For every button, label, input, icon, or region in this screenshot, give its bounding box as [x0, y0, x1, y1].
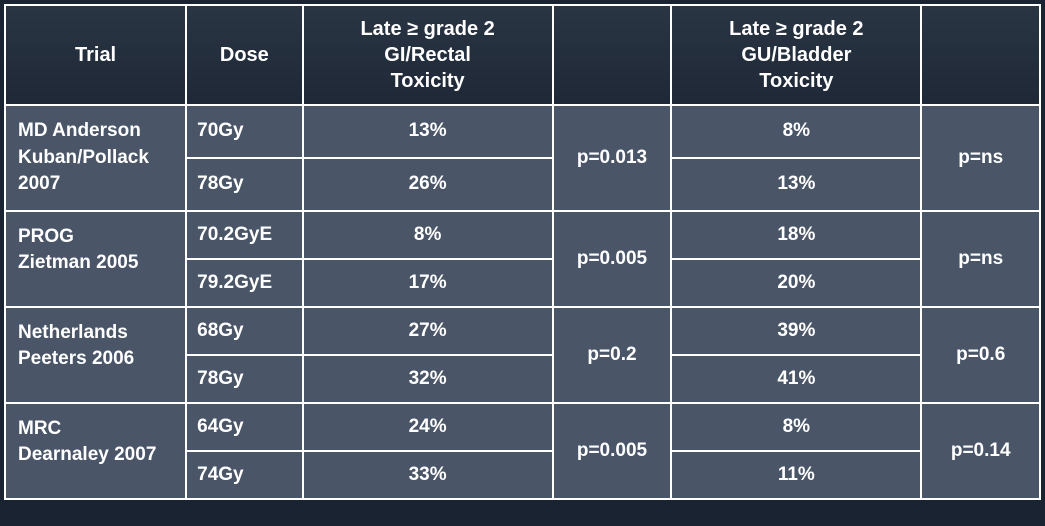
dose-cell: 70Gy — [186, 105, 302, 158]
header-p-gi — [553, 5, 672, 105]
p-value-gi-cell: p=0.005 — [553, 211, 672, 307]
header-gu-toxicity: Late ≥ grade 2 GU/Bladder Toxicity — [671, 5, 921, 105]
p-value-gu-cell: p=0.14 — [921, 403, 1040, 499]
table-row: MD AndersonKuban/Pollack 200770Gy13%p=0.… — [5, 105, 1040, 158]
dose-cell: 70.2GyE — [186, 211, 302, 259]
p-value-gi-cell: p=0.005 — [553, 403, 672, 499]
gi-toxicity-cell: 26% — [303, 158, 553, 211]
gu-toxicity-cell: 41% — [671, 355, 921, 403]
gu-toxicity-cell: 13% — [671, 158, 921, 211]
gu-toxicity-cell: 39% — [671, 307, 921, 355]
header-dose: Dose — [186, 5, 302, 105]
table-body: MD AndersonKuban/Pollack 200770Gy13%p=0.… — [5, 105, 1040, 499]
p-value-gu-cell: p=ns — [921, 211, 1040, 307]
gi-toxicity-cell: 13% — [303, 105, 553, 158]
table-header: Trial Dose Late ≥ grade 2 GI/Rectal Toxi… — [5, 5, 1040, 105]
p-value-gi-cell: p=0.2 — [553, 307, 672, 403]
header-gi-toxicity: Late ≥ grade 2 GI/Rectal Toxicity — [303, 5, 553, 105]
gu-toxicity-cell: 8% — [671, 105, 921, 158]
p-value-gu-cell: p=0.6 — [921, 307, 1040, 403]
gi-toxicity-cell: 33% — [303, 451, 553, 499]
trial-name-cell: NetherlandsPeeters 2006 — [5, 307, 186, 403]
gi-toxicity-cell: 27% — [303, 307, 553, 355]
p-value-gi-cell: p=0.013 — [553, 105, 672, 211]
header-p-gu — [921, 5, 1040, 105]
header-trial: Trial — [5, 5, 186, 105]
gu-toxicity-cell: 11% — [671, 451, 921, 499]
dose-cell: 68Gy — [186, 307, 302, 355]
dose-cell: 79.2GyE — [186, 259, 302, 307]
dose-cell: 74Gy — [186, 451, 302, 499]
gi-toxicity-cell: 8% — [303, 211, 553, 259]
gi-toxicity-cell: 24% — [303, 403, 553, 451]
dose-cell: 78Gy — [186, 158, 302, 211]
trial-name-cell: MD AndersonKuban/Pollack 2007 — [5, 105, 186, 211]
dose-cell: 64Gy — [186, 403, 302, 451]
table-row: MRCDearnaley 200764Gy24%p=0.0058%p=0.14 — [5, 403, 1040, 451]
gu-toxicity-cell: 18% — [671, 211, 921, 259]
dose-cell: 78Gy — [186, 355, 302, 403]
gu-toxicity-cell: 20% — [671, 259, 921, 307]
table-row: NetherlandsPeeters 200668Gy27%p=0.239%p=… — [5, 307, 1040, 355]
toxicity-comparison-table: Trial Dose Late ≥ grade 2 GI/Rectal Toxi… — [4, 4, 1041, 500]
trial-name-cell: MRCDearnaley 2007 — [5, 403, 186, 499]
gu-toxicity-cell: 8% — [671, 403, 921, 451]
gi-toxicity-cell: 32% — [303, 355, 553, 403]
p-value-gu-cell: p=ns — [921, 105, 1040, 211]
table-row: PROGZietman 200570.2GyE8%p=0.00518%p=ns — [5, 211, 1040, 259]
trial-name-cell: PROGZietman 2005 — [5, 211, 186, 307]
gi-toxicity-cell: 17% — [303, 259, 553, 307]
